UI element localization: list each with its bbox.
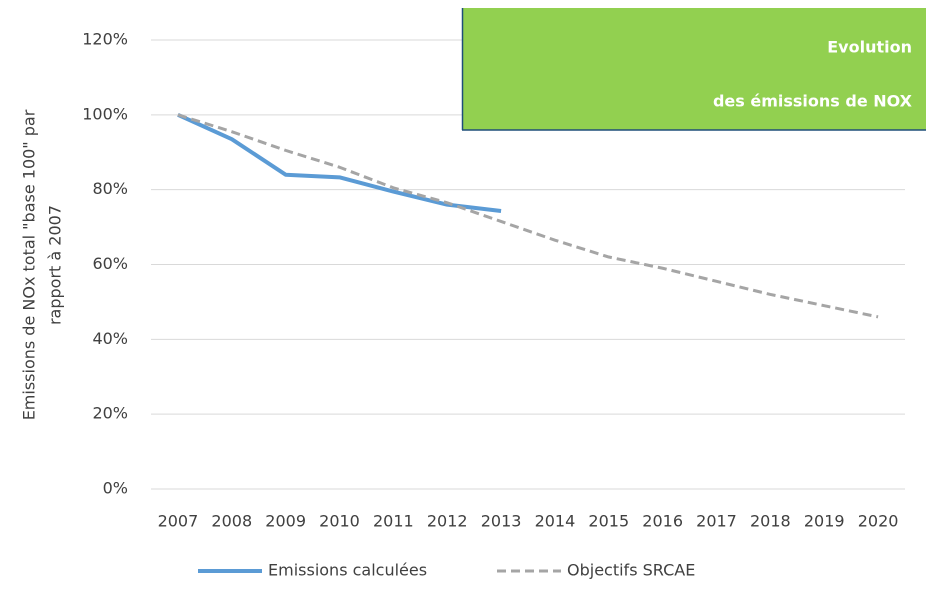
y-tick-label: 100% [82,104,128,123]
x-tick-label: 2018 [750,512,791,531]
y-axis-title: rapport à 2007 [46,205,65,325]
y-tick-label: 60% [92,254,128,273]
chart-title: des émissions de NOX [713,92,913,111]
x-tick-label: 2011 [373,512,414,531]
x-tick-label: 2019 [804,512,845,531]
legend-label: Emissions calculées [268,561,427,580]
x-tick-label: 2016 [642,512,683,531]
x-tick-label: 2013 [481,512,522,531]
x-tick-label: 2007 [158,512,199,531]
x-tick-label: 2010 [319,512,360,531]
x-tick-label: 2009 [265,512,306,531]
y-tick-label: 0% [103,479,128,498]
y-tick-label: 40% [92,329,128,348]
chart: 0% 20% 40% 60% 80% 100% 120% 2007 2008 2009 2010 20… [0,0,926,603]
y-tick-label: 120% [82,30,128,49]
legend-label: Objectifs SRCAE [567,561,695,580]
y-tick-label: 80% [92,179,128,198]
x-tick-label: 2020 [858,512,899,531]
y-axis-title: Emissions de NOx total "base 100" par [20,109,39,420]
x-tick-label: 2012 [427,512,468,531]
y-tick-label: 20% [92,404,128,423]
title-box [462,8,926,130]
x-tick-label: 2008 [211,512,252,531]
x-tick-label: 2014 [535,512,576,531]
x-tick-label: 2017 [696,512,737,531]
chart-title: Evolution [827,38,912,57]
x-tick-label: 2015 [588,512,629,531]
